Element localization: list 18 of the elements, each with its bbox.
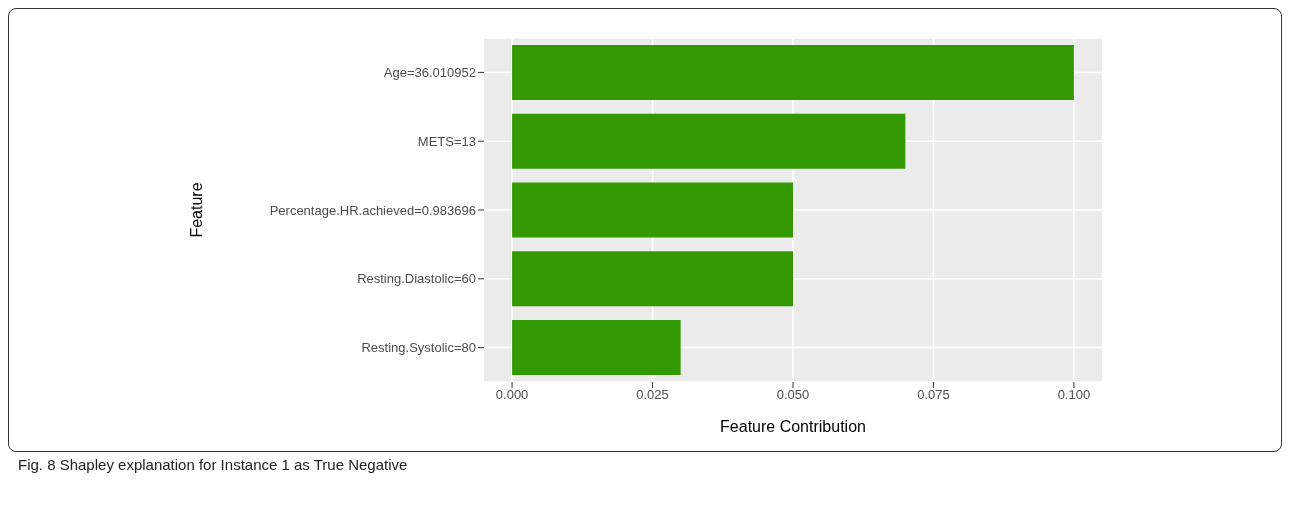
- bar: [512, 320, 681, 376]
- caption: Fig. 8 Shapley explanation for Instance 1 as True Negative: [18, 456, 408, 473]
- x-axis-title: Feature Contribution: [720, 418, 866, 435]
- y-tick-label: Resting.Systolic=80: [361, 340, 476, 356]
- y-tick-label: Age=36.010952: [383, 65, 476, 81]
- bar: [512, 113, 906, 169]
- x-tick-label: 0.025: [636, 387, 669, 403]
- x-tick-label: 0.000: [495, 387, 529, 403]
- bar: [512, 182, 793, 238]
- bar: [512, 251, 793, 307]
- bar: [512, 44, 1074, 100]
- y-tick-label: METS=13: [417, 133, 476, 149]
- x-tick-label: 0.100: [1057, 387, 1091, 403]
- y-tick-label: Resting.Diastolic=60: [357, 271, 476, 287]
- y-tick-label: Percentage.HR.achieved=0.983696: [269, 202, 476, 218]
- y-axis-title: Feature: [187, 182, 205, 238]
- x-tick-label: 0.075: [917, 387, 950, 403]
- x-tick-label: 0.050: [776, 387, 810, 403]
